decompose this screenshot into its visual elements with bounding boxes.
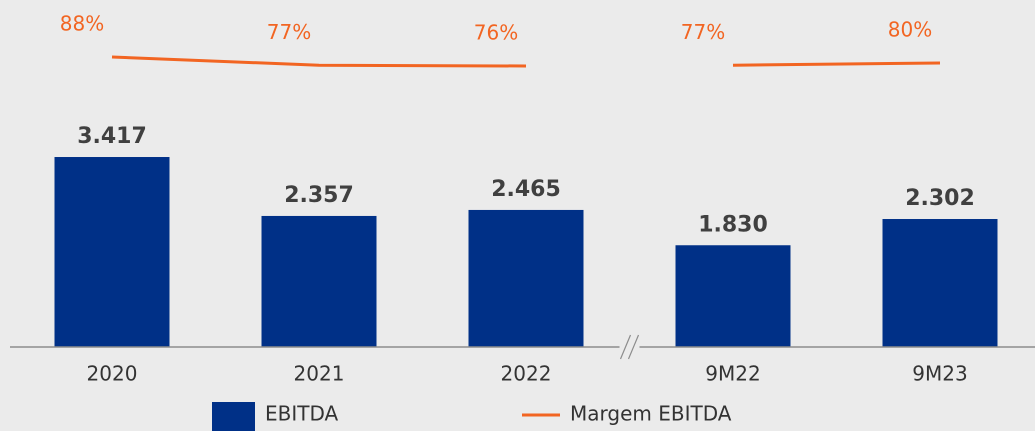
x-tick-label: 2021	[294, 362, 345, 386]
line-value-label: 76%	[474, 21, 518, 45]
x-tick-label: 9M22	[705, 362, 760, 386]
bar-value-label: 2.302	[905, 186, 975, 211]
line-value-label: 80%	[888, 18, 932, 42]
bar	[882, 219, 998, 347]
bar	[468, 209, 584, 347]
legend-label: Margem EBITDA	[570, 402, 732, 426]
bar	[261, 215, 377, 347]
legend-label: EBITDA	[265, 402, 339, 426]
bar-value-label: 2.357	[284, 183, 354, 208]
legend-swatch	[212, 402, 255, 431]
axis-break	[627, 334, 640, 360]
bar	[675, 245, 791, 347]
bar-value-label: 1.830	[698, 212, 768, 237]
line	[732, 61, 941, 67]
bar-value-label: 2.465	[491, 177, 561, 202]
x-tick-label: 2022	[501, 362, 552, 386]
line-value-label: 77%	[681, 20, 725, 44]
line-value-label: 77%	[267, 20, 311, 44]
line-value-label: 88%	[60, 12, 104, 36]
x-tick-label: 9M23	[912, 362, 967, 386]
axis-break-gap	[619, 344, 640, 350]
x-tick-label: 2020	[87, 362, 138, 386]
line	[111, 55, 527, 68]
bar-value-label: 3.417	[77, 124, 147, 149]
axis-break	[619, 334, 632, 360]
bar	[54, 157, 170, 347]
